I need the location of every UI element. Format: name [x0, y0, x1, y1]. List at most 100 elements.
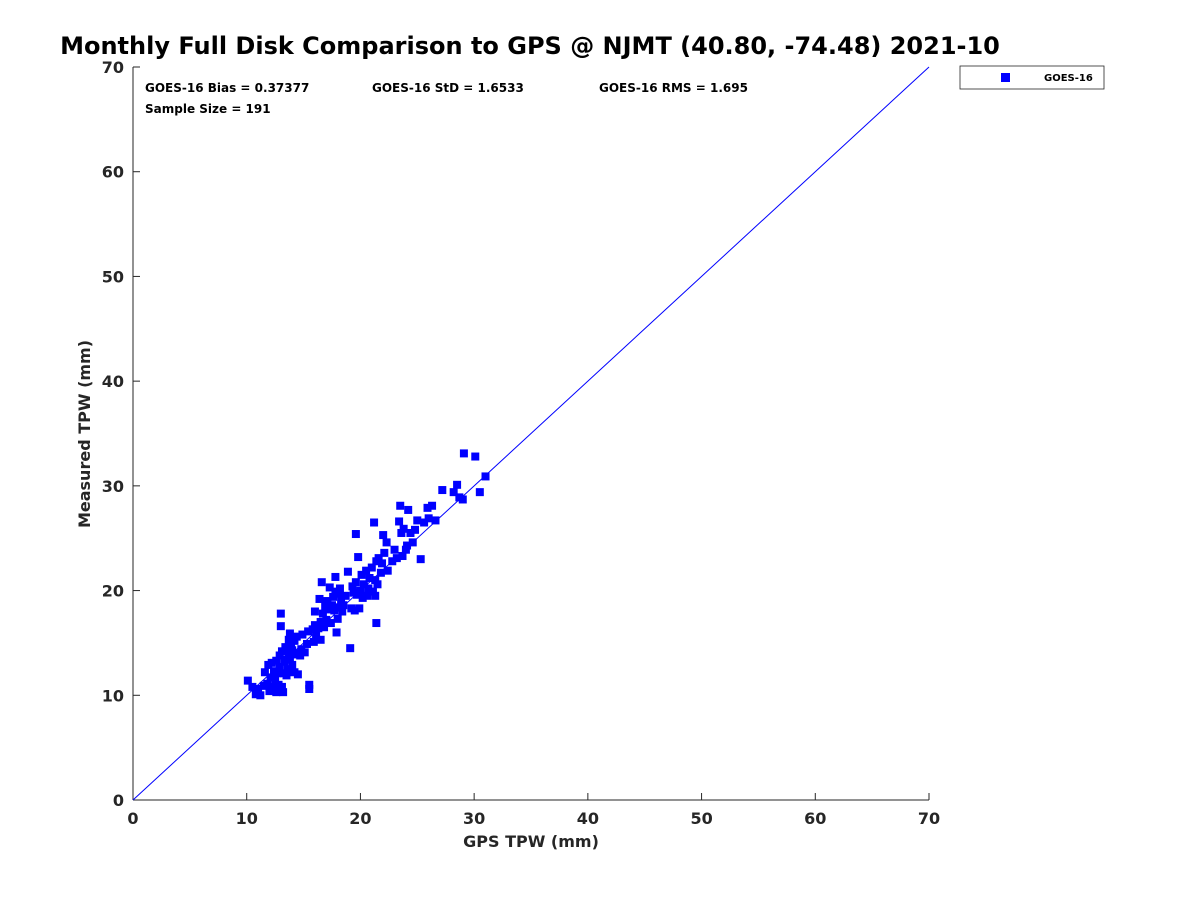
- data-point: [332, 628, 341, 637]
- y-tick-label: 30: [102, 477, 124, 496]
- data-point: [331, 572, 340, 581]
- data-point: [333, 614, 342, 623]
- one-to-one-reference-line: [132, 66, 930, 801]
- data-point: [351, 578, 360, 587]
- data-point: [316, 635, 325, 644]
- data-point: [351, 530, 360, 539]
- legend-marker: [1001, 73, 1010, 82]
- x-tick-label: 10: [236, 809, 258, 828]
- data-point: [304, 627, 313, 636]
- data-point: [285, 629, 294, 638]
- legend-label: GOES-16: [1044, 73, 1093, 84]
- y-tick-label: 70: [102, 58, 124, 77]
- data-point: [397, 528, 406, 537]
- data-point: [357, 570, 366, 579]
- data-point: [420, 518, 429, 527]
- data-point: [287, 641, 296, 650]
- data-point: [326, 619, 335, 628]
- x-tick-label: 60: [804, 809, 826, 828]
- data-point: [256, 691, 265, 700]
- data-point: [388, 557, 397, 566]
- data-point: [276, 622, 285, 631]
- data-point: [282, 671, 291, 680]
- data-point: [266, 673, 275, 682]
- data-point: [406, 528, 415, 537]
- data-point: [404, 505, 413, 514]
- data-point: [322, 615, 331, 624]
- data-point: [263, 679, 272, 688]
- data-point: [316, 617, 325, 626]
- data-point: [363, 591, 372, 600]
- data-point: [399, 524, 408, 533]
- data-point: [362, 566, 371, 575]
- data-point: [370, 518, 379, 527]
- data-point: [277, 647, 286, 656]
- data-point: [403, 541, 412, 550]
- data-point: [271, 676, 280, 685]
- data-point: [453, 480, 462, 489]
- std-stat: GOES-16 StD = 1.6533: [372, 81, 524, 95]
- data-point: [459, 449, 468, 458]
- data-point: [277, 682, 286, 691]
- data-point: [378, 559, 387, 568]
- data-point: [312, 630, 321, 639]
- legend-box: [959, 65, 1105, 90]
- data-point: [315, 594, 324, 603]
- data-point: [314, 624, 323, 633]
- data-point: [296, 651, 305, 660]
- data-point: [411, 525, 420, 534]
- data-point: [337, 595, 346, 604]
- x-tick-label: 0: [127, 809, 138, 828]
- data-point: [353, 590, 362, 599]
- data-point: [475, 488, 484, 497]
- data-point: [343, 567, 352, 576]
- data-point: [300, 648, 309, 657]
- data-point: [338, 607, 347, 616]
- data-point: [334, 589, 343, 598]
- data-point: [376, 568, 385, 577]
- data-point: [298, 630, 307, 639]
- legend: GOES-16: [959, 65, 1105, 90]
- data-point: [350, 606, 359, 615]
- data-point: [424, 514, 433, 523]
- data-point: [358, 593, 367, 602]
- plot-frame: [132, 67, 929, 801]
- data-point: [333, 603, 342, 612]
- y-tick-label: 10: [102, 686, 124, 705]
- data-point: [348, 582, 357, 591]
- data-point: [371, 591, 380, 600]
- data-point: [396, 501, 405, 510]
- x-tick-label: 70: [918, 809, 940, 828]
- data-point: [275, 651, 284, 660]
- y-axis-label: Measured TPW (mm): [75, 340, 94, 528]
- y-tick-label: 20: [102, 582, 124, 601]
- data-point: [341, 591, 350, 600]
- data-point: [305, 680, 314, 689]
- data-point: [325, 583, 334, 592]
- data-point: [329, 592, 338, 601]
- data-point: [408, 538, 417, 547]
- data-points: [243, 449, 490, 700]
- y-tick-label: 0: [113, 791, 124, 810]
- data-point: [318, 609, 327, 618]
- data-point: [288, 660, 297, 669]
- data-point: [273, 669, 282, 678]
- data-point: [374, 554, 383, 563]
- data-point: [413, 516, 422, 525]
- data-point: [276, 609, 285, 618]
- data-point: [401, 545, 410, 554]
- data-point: [310, 607, 319, 616]
- data-point: [317, 578, 326, 587]
- data-point: [281, 643, 290, 652]
- data-point: [272, 688, 281, 697]
- x-tick-label: 50: [690, 809, 712, 828]
- data-point: [335, 584, 344, 593]
- data-point: [275, 663, 284, 672]
- data-point: [380, 548, 389, 557]
- data-point: [365, 574, 374, 583]
- data-point: [431, 516, 440, 525]
- data-point: [243, 676, 252, 685]
- data-point: [339, 601, 348, 610]
- data-point: [302, 639, 311, 648]
